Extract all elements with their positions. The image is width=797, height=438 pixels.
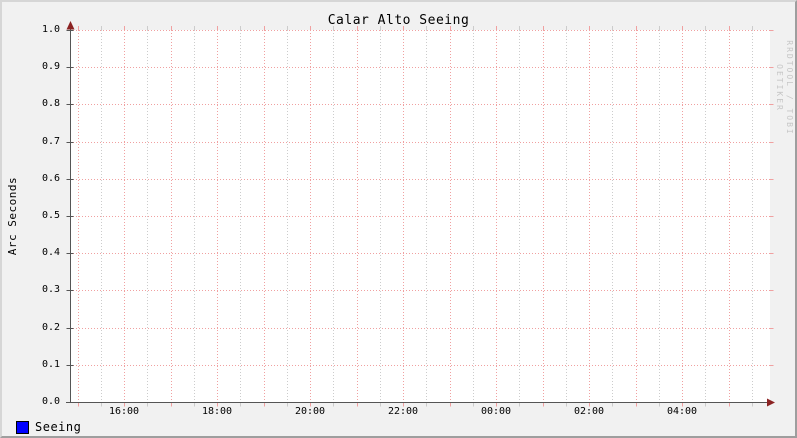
y-tick-label: 0.3 [41,284,60,295]
x-tick-label: 00:00 [480,406,512,417]
y-tick-label: 0.0 [41,396,60,407]
x-tick-label: 22:00 [387,406,419,417]
x-tick-label: 16:00 [108,406,140,417]
y-tick-label: 0.5 [41,210,60,221]
x-axis-arrow [767,398,775,407]
y-tick-label: 0.1 [41,359,60,370]
chart-title: Calar Alto Seeing [327,13,470,28]
y-tick-label: 0.2 [41,322,60,333]
x-tick-label: 02:00 [573,406,605,417]
rrdtool-watermark: RRDTOOL / TOBI OETIKER [775,40,794,136]
y-tick-label: 0.7 [41,136,60,147]
x-tick-label: 04:00 [666,406,698,417]
y-tick-label: 0.4 [41,247,60,258]
plot-area [70,30,770,402]
y-tick-label: 0.9 [41,61,60,72]
legend-label-seeing: Seeing [35,420,82,434]
y-tick-label: 0.8 [41,98,60,109]
legend-swatch-seeing [16,421,29,434]
y-axis-label: Arc Seconds [6,176,19,256]
y-axis-arrow [66,21,75,30]
y-tick-label: 0.6 [41,173,60,184]
y-tick-label: 1.0 [41,24,60,35]
x-tick-label: 20:00 [294,406,326,417]
x-tick-label: 18:00 [201,406,233,417]
